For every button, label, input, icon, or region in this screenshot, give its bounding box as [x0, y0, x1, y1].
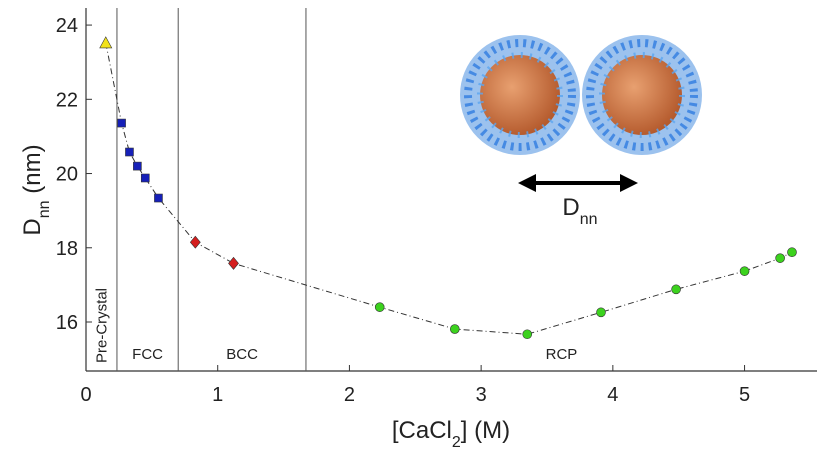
data-point — [189, 235, 201, 249]
phase-label: Pre-Crystal — [93, 288, 110, 363]
x-axis-label: [CaCl2] (M) — [392, 417, 510, 449]
data-point — [154, 193, 163, 203]
trend-line — [105, 42, 793, 335]
data-point — [522, 329, 533, 340]
y-tick-label: 18 — [56, 238, 78, 260]
nanoparticle-illustration — [460, 35, 702, 192]
data-point — [140, 173, 150, 183]
label-part: nn — [580, 211, 598, 228]
label-part: D — [19, 218, 46, 235]
data-point — [787, 247, 797, 258]
data-point — [133, 161, 142, 171]
annotation: Dnn — [562, 194, 597, 228]
y-tick-label: 20 — [56, 164, 78, 186]
data-point — [117, 118, 126, 128]
y-tick-label: 24 — [56, 15, 78, 37]
x-tick-label: 1 — [212, 384, 223, 406]
label-part: [CaCl — [392, 417, 452, 444]
x-tick-label: 4 — [607, 384, 618, 406]
label-part: D — [562, 194, 579, 221]
x-tick-label: 5 — [739, 384, 750, 406]
data-point — [596, 307, 606, 318]
x-tick-label: 2 — [344, 384, 355, 406]
data-point — [775, 253, 785, 263]
data-point — [739, 266, 750, 276]
data-point — [671, 284, 681, 295]
label-part: nn — [36, 200, 53, 218]
y-axis-label: Dnn (nm) — [19, 144, 53, 235]
x-tick-label: 3 — [476, 384, 487, 406]
phase-label: BCC — [226, 346, 258, 363]
data-point — [374, 302, 385, 312]
label-part: ] (M) — [461, 417, 510, 444]
x-tick-label: 0 — [80, 384, 91, 406]
y-tick-label: 16 — [56, 312, 78, 334]
y-tick-label: 22 — [56, 89, 78, 111]
phase-label: RCP — [546, 346, 578, 363]
data-point — [228, 256, 239, 270]
label-part: (nm) — [19, 144, 46, 200]
label-part: 2 — [452, 434, 461, 449]
phase-label: FCC — [132, 346, 163, 363]
data-point — [99, 36, 113, 49]
data-point — [449, 324, 460, 334]
data-point — [125, 147, 134, 157]
